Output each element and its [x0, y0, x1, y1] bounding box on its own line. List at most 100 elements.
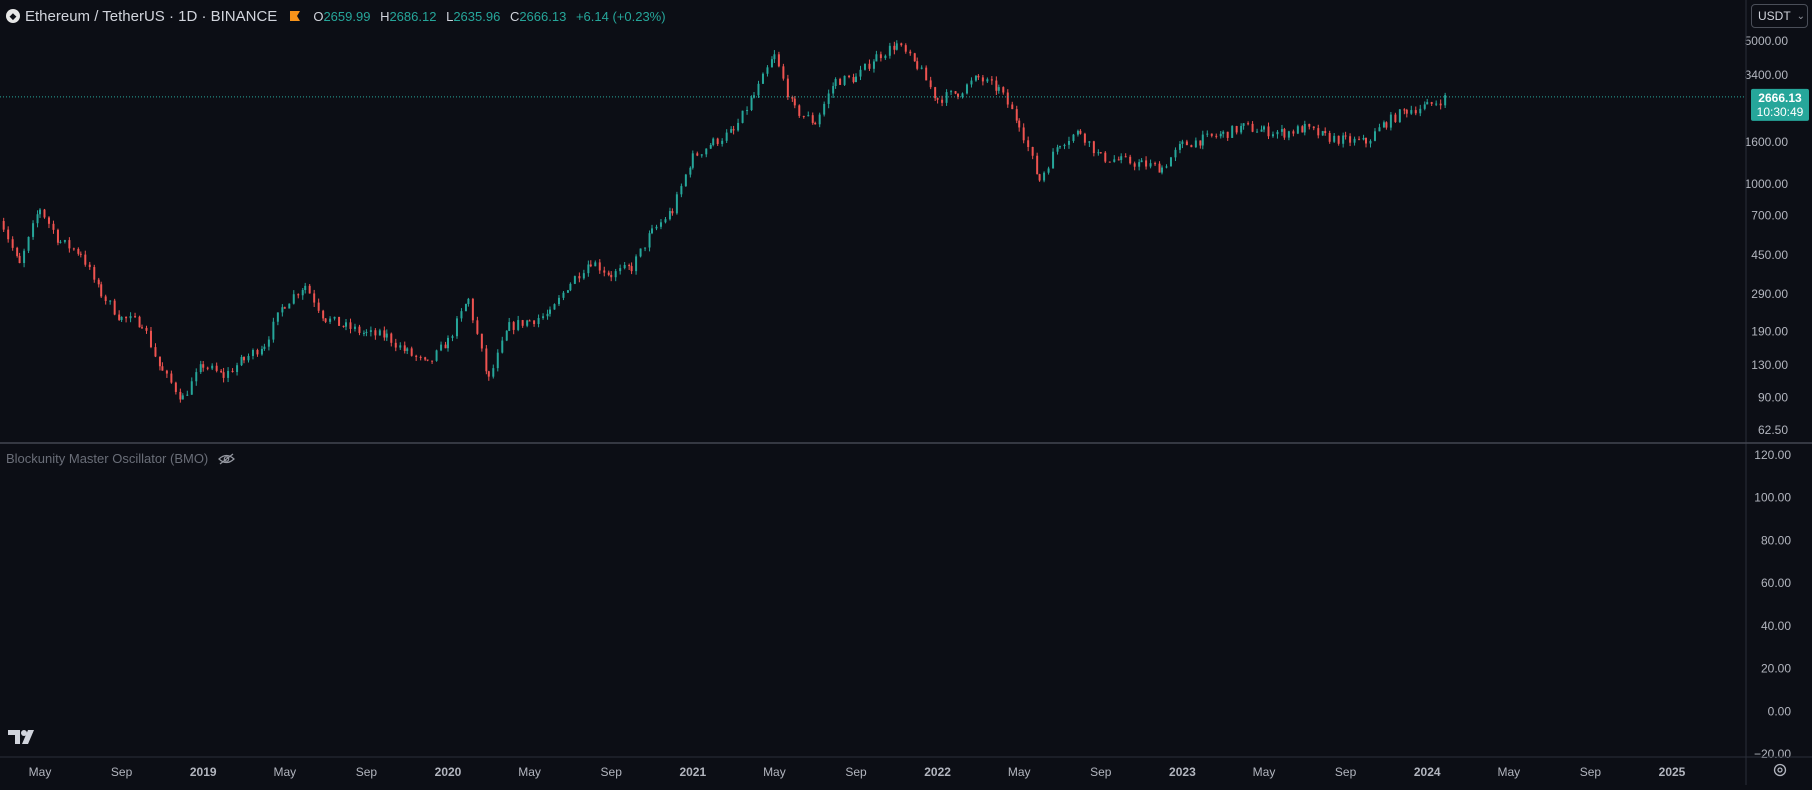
time-tick-label: Sep — [1090, 765, 1112, 779]
candle-body — [732, 129, 735, 131]
time-tick-label: Sep — [356, 765, 378, 779]
candle-body — [1002, 87, 1005, 93]
candle-body — [1256, 131, 1259, 133]
candle-body — [1365, 137, 1367, 144]
oscillator-tick-label: −20.00 — [1754, 747, 1791, 761]
price-tick-label: 190.00 — [1751, 324, 1788, 338]
candle-body — [802, 115, 805, 117]
price-tick-label: 450.00 — [1751, 248, 1788, 262]
candle-body — [1308, 123, 1311, 127]
candle-body — [1369, 140, 1372, 144]
candle-body — [594, 262, 597, 267]
symbol-legend: ◆ Ethereum / TetherUS · 1D · BINANCE O 26… — [6, 6, 672, 26]
open-key: O — [313, 8, 324, 24]
candle-body — [215, 365, 218, 371]
candle-body — [1027, 140, 1030, 148]
candle-body — [1394, 114, 1397, 122]
oscillator-tick-label: 40.00 — [1761, 619, 1791, 633]
candle-body — [995, 80, 998, 91]
candle-body — [766, 67, 769, 74]
high-key: H — [380, 8, 390, 24]
candle-body — [920, 67, 923, 69]
candle-body — [1215, 135, 1218, 137]
ethereum-icon[interactable]: ◆ — [6, 9, 20, 23]
candle-body — [1342, 135, 1345, 144]
candle-body — [145, 327, 148, 331]
candle-body — [1117, 159, 1120, 161]
candle-body — [304, 285, 307, 291]
candle-body — [1312, 126, 1315, 129]
candle-body — [1344, 135, 1347, 137]
oscillator-axis[interactable]: 120.00 100.00 80.00 60.00 40.00 20.00 0.00 −20.… — [1754, 448, 1791, 761]
candle-body — [322, 310, 325, 319]
candle-body — [1120, 156, 1123, 161]
candle-body — [104, 296, 107, 301]
candle-body — [737, 122, 740, 131]
candle-body — [369, 330, 372, 332]
close-value: 2666.13 — [519, 8, 567, 24]
candle-body — [1124, 156, 1127, 158]
candle-body — [655, 226, 658, 229]
candle-body — [1403, 109, 1406, 111]
candle-body — [88, 264, 91, 268]
candle-body — [11, 239, 14, 248]
candle-body — [855, 76, 857, 83]
candle-body — [100, 284, 103, 297]
candle-body — [818, 114, 821, 125]
candle-body — [181, 395, 184, 400]
candle-body — [1414, 110, 1417, 114]
candle-body — [528, 320, 531, 322]
candle-body — [460, 311, 463, 319]
candle-body — [227, 370, 230, 378]
candle-body — [1276, 131, 1279, 135]
candle-body — [276, 312, 279, 322]
candle-body — [603, 270, 606, 273]
candle-body — [1358, 138, 1361, 140]
candle-body — [288, 303, 291, 309]
candle-body — [895, 43, 898, 50]
candle-body — [675, 194, 678, 214]
tradingview-logo[interactable] — [8, 729, 40, 745]
candle-body — [974, 75, 977, 81]
candle-body — [1283, 129, 1286, 138]
candle-body — [149, 330, 152, 348]
candle-body — [954, 91, 957, 94]
flag-icon[interactable] — [289, 10, 301, 22]
time-tick-label: May — [1253, 765, 1276, 779]
candle-body — [263, 346, 266, 349]
candle-body — [93, 267, 96, 280]
candle-body — [619, 268, 622, 272]
candle-body — [435, 350, 438, 361]
candle-body — [981, 77, 984, 82]
time-axis[interactable]: May Sep 2019 May Sep 2020 May Sep 2021 May Sep 2022… — [29, 765, 1686, 779]
candle-body — [267, 339, 270, 347]
price-axis[interactable]: 5000.00 3400.00 1600.00 1000.00 700.00 450.00… — [1745, 34, 1789, 437]
candle-body — [202, 364, 205, 368]
price-tag-bg — [1751, 88, 1809, 121]
last-price-tag: 2666.13 10:30:49 — [1751, 88, 1809, 121]
candle-body — [868, 63, 871, 69]
candle-body — [1247, 123, 1250, 125]
time-tick-label: Sep — [601, 765, 623, 779]
symbol-title[interactable]: Ethereum / TetherUS · 1D · BINANCE — [25, 7, 278, 25]
time-tick-label: 2020 — [435, 765, 462, 779]
candle-body — [1076, 130, 1079, 135]
eye-off-icon[interactable] — [218, 453, 236, 465]
candle-body — [84, 254, 87, 265]
indicator-name[interactable]: Blockunity Master Oscillator (BMO) — [6, 451, 209, 466]
candle-body — [1410, 110, 1413, 114]
price-tick-label: 62.50 — [1758, 423, 1788, 437]
candle-body — [965, 84, 968, 94]
candle-body — [1043, 172, 1046, 181]
candle-body — [27, 236, 30, 251]
candle-body — [1362, 137, 1365, 140]
settings-icon[interactable] — [1773, 763, 1787, 777]
candle-body — [1287, 131, 1290, 138]
candle-body — [1430, 102, 1433, 104]
candle-body — [934, 87, 937, 99]
candle-body — [1435, 103, 1438, 105]
candles-layer — [2, 40, 1447, 403]
currency-selector[interactable]: USDT ⌄ — [1751, 4, 1808, 28]
